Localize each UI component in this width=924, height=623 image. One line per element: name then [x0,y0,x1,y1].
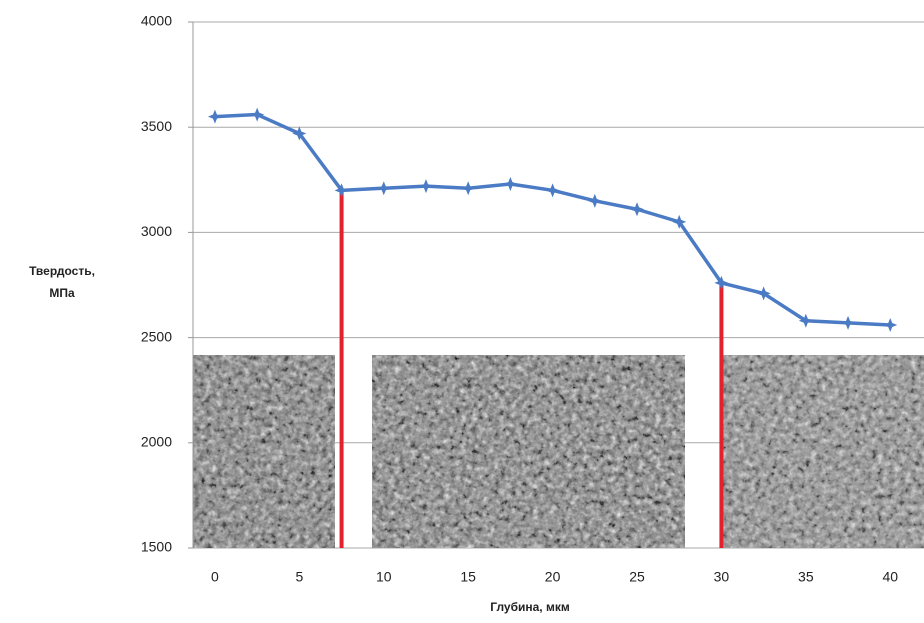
point [714,275,729,290]
x-tick-label: 30 [714,569,730,585]
y-tick-label: 3500 [141,118,172,134]
x-tick-label: 0 [211,569,219,585]
y-axis-title: Твердость, [29,264,95,278]
micrograph-texture [722,355,924,548]
x-axis-title: Глубина, мкм [490,600,570,614]
point [292,126,307,141]
y-tick-label: 2500 [141,328,172,344]
x-tick-label: 10 [376,569,392,585]
y-tick-label: 4000 [141,13,172,29]
point [376,181,391,196]
micrograph-texture [372,355,685,548]
point [630,202,645,217]
y-axis-title: МПа [49,286,75,300]
point [461,181,476,196]
point [503,177,518,192]
point [798,313,813,328]
x-tick-label: 5 [295,569,303,585]
point [841,315,856,330]
x-tick-label: 15 [460,569,476,585]
series-line [214,112,891,327]
micrographs [193,355,924,548]
point [207,109,222,124]
x-tick-label: 40 [882,569,898,585]
x-tick-label: 35 [798,569,814,585]
point [756,286,771,301]
x-tick-label: 20 [545,569,561,585]
point [418,179,433,194]
point [545,183,560,198]
point [334,183,349,198]
y-tick-label: 2000 [141,434,172,450]
point [587,193,602,208]
point [250,107,265,122]
y-tick-label: 3000 [141,223,172,239]
micrograph-texture [193,355,335,548]
x-tick-label: 25 [629,569,645,585]
point [672,214,687,229]
point [883,317,898,332]
y-tick-label: 1500 [141,539,172,555]
